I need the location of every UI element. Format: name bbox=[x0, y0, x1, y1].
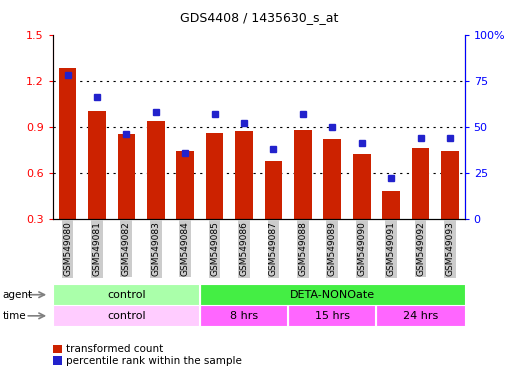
Bar bbox=[206, 133, 223, 219]
Bar bbox=[288, 305, 376, 326]
Text: transformed count: transformed count bbox=[66, 344, 163, 354]
Text: GSM549090: GSM549090 bbox=[357, 221, 366, 276]
Bar bbox=[376, 305, 465, 326]
Text: 8 hrs: 8 hrs bbox=[230, 311, 258, 321]
Text: control: control bbox=[107, 311, 146, 321]
Bar bbox=[53, 284, 200, 305]
Text: 15 hrs: 15 hrs bbox=[315, 311, 350, 321]
Bar bbox=[235, 131, 253, 219]
Text: GSM549092: GSM549092 bbox=[416, 221, 425, 276]
Bar bbox=[118, 134, 135, 219]
Text: control: control bbox=[107, 290, 146, 300]
Text: GSM549093: GSM549093 bbox=[446, 221, 455, 276]
Bar bbox=[353, 154, 371, 219]
Bar bbox=[294, 130, 312, 219]
Text: GSM549083: GSM549083 bbox=[151, 221, 161, 276]
Text: GSM549082: GSM549082 bbox=[122, 221, 131, 276]
Text: GDS4408 / 1435630_s_at: GDS4408 / 1435630_s_at bbox=[180, 12, 338, 25]
Bar bbox=[176, 151, 194, 219]
Text: GSM549088: GSM549088 bbox=[298, 221, 307, 276]
Text: agent: agent bbox=[3, 290, 33, 300]
Text: GSM549086: GSM549086 bbox=[240, 221, 249, 276]
Bar bbox=[88, 111, 106, 219]
Text: GSM549081: GSM549081 bbox=[92, 221, 101, 276]
Bar bbox=[200, 305, 288, 326]
Text: GSM549087: GSM549087 bbox=[269, 221, 278, 276]
Bar bbox=[53, 305, 200, 326]
Bar bbox=[412, 148, 429, 219]
Bar bbox=[200, 284, 465, 305]
Bar bbox=[59, 68, 77, 219]
Bar bbox=[382, 191, 400, 219]
Text: 24 hrs: 24 hrs bbox=[403, 311, 438, 321]
Bar bbox=[441, 151, 459, 219]
Text: DETA-NONOate: DETA-NONOate bbox=[290, 290, 375, 300]
Text: GSM549080: GSM549080 bbox=[63, 221, 72, 276]
Text: GSM549084: GSM549084 bbox=[181, 221, 190, 276]
Text: GSM549089: GSM549089 bbox=[328, 221, 337, 276]
Bar bbox=[265, 161, 282, 219]
Bar bbox=[324, 139, 341, 219]
Bar bbox=[147, 121, 165, 219]
Text: time: time bbox=[3, 311, 26, 321]
Text: GSM549085: GSM549085 bbox=[210, 221, 219, 276]
Text: percentile rank within the sample: percentile rank within the sample bbox=[66, 356, 242, 366]
Text: GSM549091: GSM549091 bbox=[386, 221, 395, 276]
